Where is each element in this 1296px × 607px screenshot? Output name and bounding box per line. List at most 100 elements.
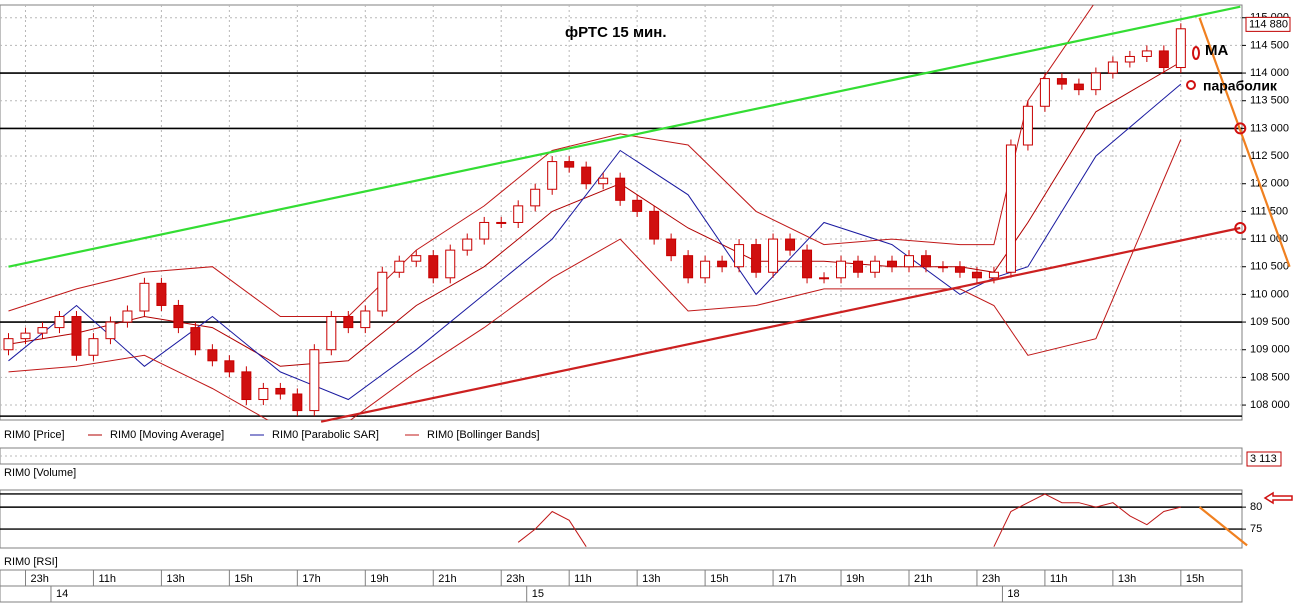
indicator-line xyxy=(8,61,1182,367)
y-tick-label: 108 500 xyxy=(1250,371,1290,383)
candle-body xyxy=(836,260,847,279)
candle-body xyxy=(666,238,677,257)
candle-body xyxy=(1056,78,1067,85)
legend-entry: RIM0 [Parabolic SAR] xyxy=(272,429,379,441)
annotation-icon xyxy=(1192,46,1200,60)
candle-body xyxy=(241,371,252,401)
candle-body xyxy=(88,338,99,356)
y-tick-label: 112 000 xyxy=(1250,178,1289,190)
y-tick-label: 114 000 xyxy=(1250,67,1289,79)
candle-body xyxy=(343,316,354,329)
rsi-panel xyxy=(0,489,1243,549)
candle-body xyxy=(20,332,31,340)
candle-body xyxy=(3,338,14,351)
x-tick-label: 23h xyxy=(30,573,48,585)
candle-body xyxy=(1124,55,1135,63)
y-tick-label: 110 500 xyxy=(1250,261,1289,273)
trend-line xyxy=(320,226,1241,423)
candle-body xyxy=(258,387,269,401)
last-price-label: 114 880 xyxy=(1249,18,1288,30)
candle-body xyxy=(615,177,626,201)
volume-value-label: 3 113 xyxy=(1250,453,1277,465)
rsi-line xyxy=(993,493,1181,547)
y-tick-label: 108 000 xyxy=(1250,399,1290,411)
chart-title: фРТС 15 мин. xyxy=(565,24,667,41)
day-tick-label: 18 xyxy=(1007,588,1019,600)
x-tick-label: 17h xyxy=(302,573,320,585)
candle-body xyxy=(734,244,745,268)
y-tick-label: 75 xyxy=(1250,523,1262,535)
legend-entry: RIM0 [Moving Average] xyxy=(110,429,224,441)
candle-body xyxy=(360,310,371,329)
candle-body xyxy=(700,260,711,279)
x-tick-label: 11h xyxy=(574,573,592,585)
candle-body xyxy=(496,221,507,224)
candle-body xyxy=(937,266,948,269)
x-tick-label: 23h xyxy=(506,573,524,585)
candle-body xyxy=(326,316,337,351)
candle-body xyxy=(1090,72,1101,91)
candle-body xyxy=(886,260,897,268)
y-tick-label: 110 000 xyxy=(1250,288,1289,300)
candle-body xyxy=(462,238,473,251)
legend-entry: RIM0 [Bollinger Bands] xyxy=(427,429,540,441)
level-marker xyxy=(1234,122,1247,135)
y-tick-label: 80 xyxy=(1250,501,1262,513)
candle-body xyxy=(1175,28,1186,69)
candle-body xyxy=(988,271,999,279)
legend-entry: RIM0 [Price] xyxy=(4,429,65,441)
day-tick-label: 15 xyxy=(532,588,544,600)
x-tick-label: 13h xyxy=(642,573,660,585)
candle-body xyxy=(768,238,779,273)
candle-body xyxy=(547,161,558,190)
y-tick-label: 109 500 xyxy=(1250,316,1290,328)
candle-body xyxy=(802,249,813,279)
candle-body xyxy=(954,266,965,273)
candle-body xyxy=(564,161,575,168)
x-tick-label: 19h xyxy=(370,573,388,585)
y-tick-label: 113 000 xyxy=(1250,122,1289,134)
candle-body xyxy=(751,244,762,273)
candle-body xyxy=(819,277,830,280)
candle-body xyxy=(156,282,167,306)
candle-body xyxy=(903,255,914,268)
candle-body xyxy=(1141,50,1152,57)
x-tick-label: 21h xyxy=(914,573,932,585)
x-tick-label: 13h xyxy=(166,573,184,585)
candle-body xyxy=(37,327,48,334)
y-tick-label: 109 000 xyxy=(1250,344,1290,356)
y-tick-label: 112 500 xyxy=(1250,150,1289,162)
candle-body xyxy=(428,255,439,279)
x-tick-label: 21h xyxy=(438,573,456,585)
candle-body xyxy=(292,393,303,412)
candle-body xyxy=(785,238,796,251)
band-upper xyxy=(8,5,1094,317)
x-tick-label: 19h xyxy=(846,573,864,585)
trend-line xyxy=(1198,506,1248,547)
indicator-line xyxy=(8,83,1182,401)
x-tick-label: 17h xyxy=(778,573,796,585)
y-tick-label: 114 500 xyxy=(1250,39,1289,51)
x-tick-label: 15h xyxy=(234,573,252,585)
candle-body xyxy=(411,255,422,262)
trend-line xyxy=(1198,17,1291,268)
candle-body xyxy=(309,349,320,412)
candle-body xyxy=(530,188,541,207)
x-tick-label: 15h xyxy=(1186,573,1204,585)
candle-body xyxy=(1022,105,1033,146)
candle-body xyxy=(870,260,881,273)
candle-body xyxy=(275,387,286,395)
candle-body xyxy=(54,316,65,329)
panel-title: RIM0 [Volume] xyxy=(4,467,76,479)
level-marker xyxy=(1234,221,1247,234)
candle-body xyxy=(649,210,660,240)
candle-body xyxy=(971,271,982,279)
annotation-icon xyxy=(1186,80,1196,90)
candle-body xyxy=(683,255,694,279)
trend-line xyxy=(8,5,1241,268)
candle-body xyxy=(207,349,218,362)
candle-body xyxy=(581,166,592,185)
candle-body xyxy=(105,321,116,340)
annotation-arrow xyxy=(1263,491,1293,505)
last-price-box xyxy=(1245,16,1291,32)
